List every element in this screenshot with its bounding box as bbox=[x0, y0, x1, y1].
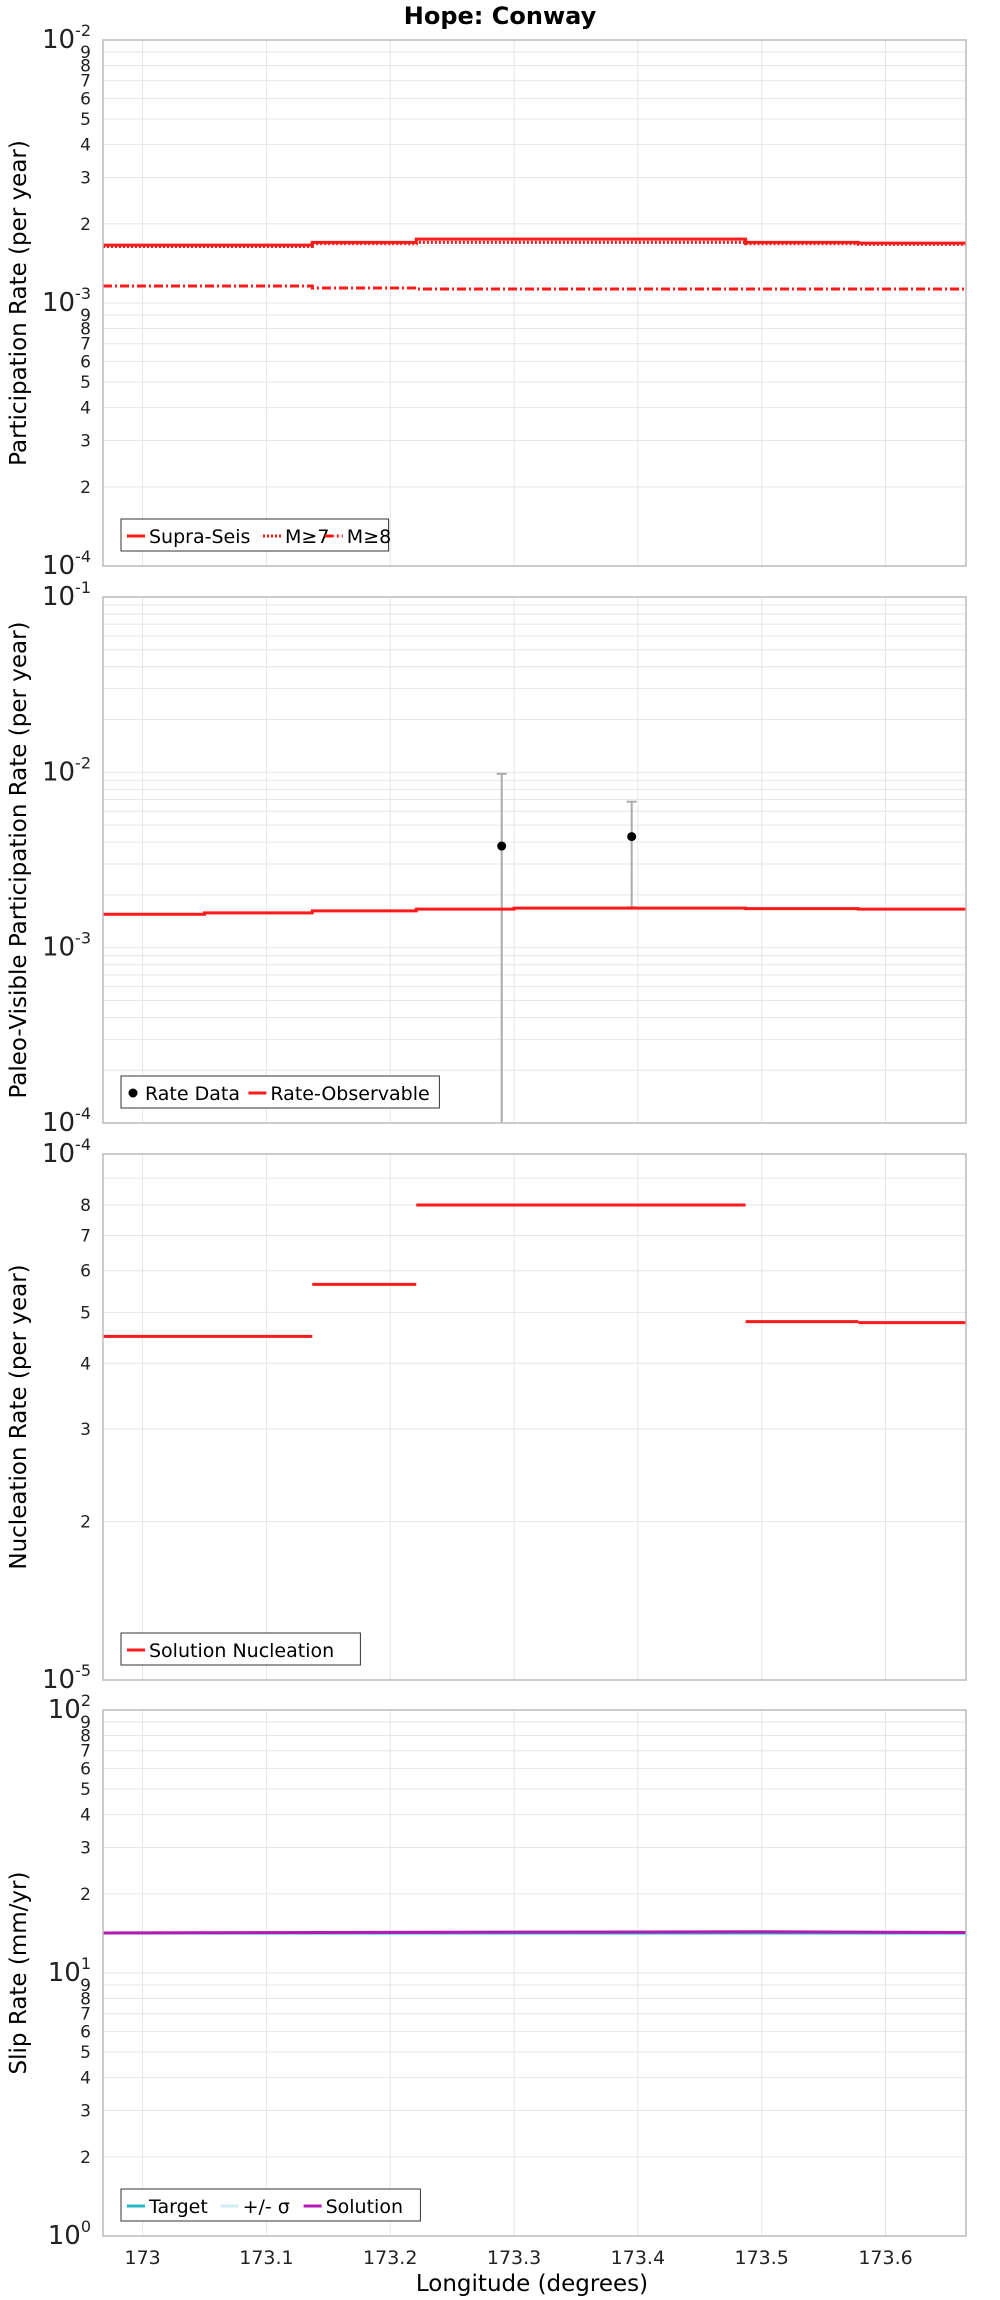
x-tick-label: 173.1 bbox=[239, 2247, 293, 2269]
legend: Supra-Seis M≥7 M≥8 bbox=[120, 518, 391, 552]
legend-label: +/- σ bbox=[243, 2196, 290, 2218]
y-tick-label-minor: 5 bbox=[80, 373, 91, 393]
plot-frame bbox=[102, 39, 967, 567]
legend-label: Supra-Seis bbox=[149, 526, 250, 548]
y-tick-label-major: 10-2 bbox=[42, 21, 91, 55]
y-tick-label-minor: 5 bbox=[80, 110, 91, 130]
legend-label: Solution bbox=[326, 2196, 403, 2218]
legend-label: M≥8 bbox=[347, 526, 391, 548]
series-line bbox=[103, 240, 966, 248]
y-tick-label-minor: 7 bbox=[80, 1742, 91, 1762]
legend-label: Rate Data bbox=[145, 1083, 240, 1105]
y-tick-label-minor: 3 bbox=[80, 432, 91, 452]
y-tick-label-minor: 3 bbox=[80, 2102, 91, 2122]
plot-area bbox=[103, 1154, 966, 1680]
y-tick-label-major: 10-1 bbox=[42, 578, 91, 612]
plot-frame bbox=[102, 1709, 967, 2237]
y-tick-label-minor: 4 bbox=[80, 1806, 91, 1826]
legend-box bbox=[120, 1075, 440, 1109]
rate-data-point bbox=[627, 832, 637, 842]
y-tick-label-major: 10-4 bbox=[42, 547, 91, 581]
y-tick-label-minor: 3 bbox=[80, 1839, 91, 1859]
panel-participation: 10-42345678910-32345678910-2Participatio… bbox=[6, 21, 967, 581]
x-tick-label: 173.2 bbox=[363, 2247, 417, 2269]
plot-frame bbox=[102, 596, 967, 1124]
y-tick-label-minor: 2 bbox=[80, 2148, 91, 2168]
y-tick-label-minor: 5 bbox=[80, 1780, 91, 1800]
x-tick-label: 173.4 bbox=[611, 2247, 665, 2269]
y-tick-label-minor: 9 bbox=[80, 1713, 91, 1733]
plot-frame bbox=[102, 1153, 967, 1681]
series-line bbox=[103, 284, 966, 291]
y-tick-label-minor: 4 bbox=[80, 1354, 91, 1374]
y-tick-label-minor: 9 bbox=[80, 306, 91, 326]
y-tick-label-minor: 2 bbox=[80, 1513, 91, 1533]
legend-label: Target bbox=[148, 2196, 208, 2218]
legend-box bbox=[120, 1632, 361, 1666]
y-tick-label-major: 10-2 bbox=[42, 753, 91, 787]
legend-label: M≥7 bbox=[285, 526, 329, 548]
y-tick-label-minor: 7 bbox=[80, 335, 91, 355]
y-tick-label-major: 10-3 bbox=[42, 284, 91, 318]
y-tick-label-minor: 3 bbox=[80, 169, 91, 189]
x-tick-label: 173.3 bbox=[487, 2247, 541, 2269]
y-tick-label-major: 101 bbox=[48, 1954, 91, 1988]
y-axis-label: Slip Rate (mm/yr) bbox=[6, 1872, 32, 2075]
legend-label: Rate-Observable bbox=[270, 1083, 429, 1105]
y-tick-label-minor: 4 bbox=[80, 136, 91, 156]
x-tick-label: 173 bbox=[124, 2247, 160, 2269]
chart-title: Hope: Conway bbox=[404, 2, 597, 30]
y-tick-label-minor: 2 bbox=[80, 1885, 91, 1905]
y-tick-label-minor: 7 bbox=[80, 1226, 91, 1246]
y-tick-label-major: 102 bbox=[48, 1691, 91, 1725]
y-tick-label-minor: 6 bbox=[80, 352, 91, 372]
series-line bbox=[103, 906, 966, 916]
legend-box bbox=[120, 518, 390, 552]
legend-label: Solution Nucleation bbox=[149, 1640, 334, 1662]
y-tick-label-minor: 9 bbox=[80, 1976, 91, 1996]
y-tick-label-minor: 4 bbox=[80, 399, 91, 419]
y-tick-label-minor: 8 bbox=[80, 1196, 91, 1216]
y-tick-label-major: 100 bbox=[48, 2217, 91, 2251]
y-tick-label-major: 10-5 bbox=[42, 1661, 91, 1695]
legend: Target +/- σ Solution bbox=[120, 2188, 421, 2222]
y-tick-label-minor: 5 bbox=[80, 1303, 91, 1323]
y-tick-label-minor: 6 bbox=[80, 1262, 91, 1282]
y-tick-label-minor: 6 bbox=[80, 2022, 91, 2042]
x-axis-label: Longitude (degrees) bbox=[416, 2271, 648, 2297]
x-tick-label: 173.5 bbox=[734, 2247, 788, 2269]
panel-paleo: 10-4 10-3 10-2 10-1 Paleo-Visible Participat… bbox=[6, 578, 967, 1138]
legend: Rate Data Rate-Observable bbox=[120, 1075, 440, 1109]
y-tick-label-minor: 2 bbox=[80, 478, 91, 498]
y-tick-label-minor: 6 bbox=[80, 89, 91, 109]
y-axis-label: Paleo-Visible Participation Rate (per ye… bbox=[6, 621, 32, 1098]
legend-marker bbox=[128, 1088, 138, 1098]
y-tick-label-minor: 8 bbox=[80, 1726, 91, 1746]
y-tick-label-minor: 7 bbox=[80, 72, 91, 92]
y-axis-label: Nucleation Rate (per year) bbox=[6, 1264, 32, 1569]
legend-box bbox=[120, 2188, 421, 2222]
y-axis-label: Participation Rate (per year) bbox=[6, 140, 32, 466]
y-tick-label-major: 10-4 bbox=[42, 1104, 91, 1138]
y-tick-label-minor: 6 bbox=[80, 1759, 91, 1779]
y-tick-label-major: 10-4 bbox=[42, 1135, 91, 1169]
y-tick-label-minor: 8 bbox=[80, 1989, 91, 2009]
legend: Solution Nucleation bbox=[120, 1632, 361, 1666]
panel-nucleation: 10-5 2 3 4 5 6 7 8 10-4 Nucleation Rate (per year… bbox=[6, 1135, 967, 1695]
y-tick-label-minor: 4 bbox=[80, 2069, 91, 2089]
y-tick-label-minor: 2 bbox=[80, 215, 91, 235]
y-tick-label-minor: 3 bbox=[80, 1420, 91, 1440]
y-tick-label-minor: 5 bbox=[80, 2043, 91, 2063]
y-tick-label-minor: 7 bbox=[80, 2005, 91, 2025]
series-line bbox=[102, 1930, 967, 1935]
y-tick-label-minor: 8 bbox=[80, 319, 91, 339]
y-tick-label-minor: 8 bbox=[80, 56, 91, 76]
plot-area bbox=[103, 597, 966, 1123]
rate-data-point bbox=[497, 841, 507, 851]
x-tick-label: 173.6 bbox=[858, 2247, 912, 2269]
y-tick-label-minor: 9 bbox=[80, 43, 91, 63]
y-tick-label-major: 10-3 bbox=[42, 929, 91, 963]
